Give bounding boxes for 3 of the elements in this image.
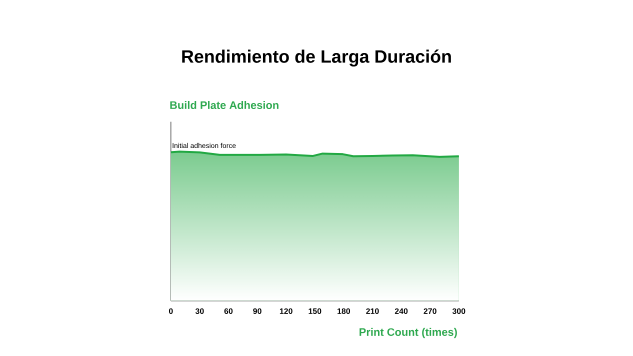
- x-axis-title: Print Count (times): [360, 328, 457, 338]
- chart-title: Rendimiento de Larga Duración: [182, 50, 451, 66]
- y-axis-title: Build Plate Adhesion: [170, 100, 278, 110]
